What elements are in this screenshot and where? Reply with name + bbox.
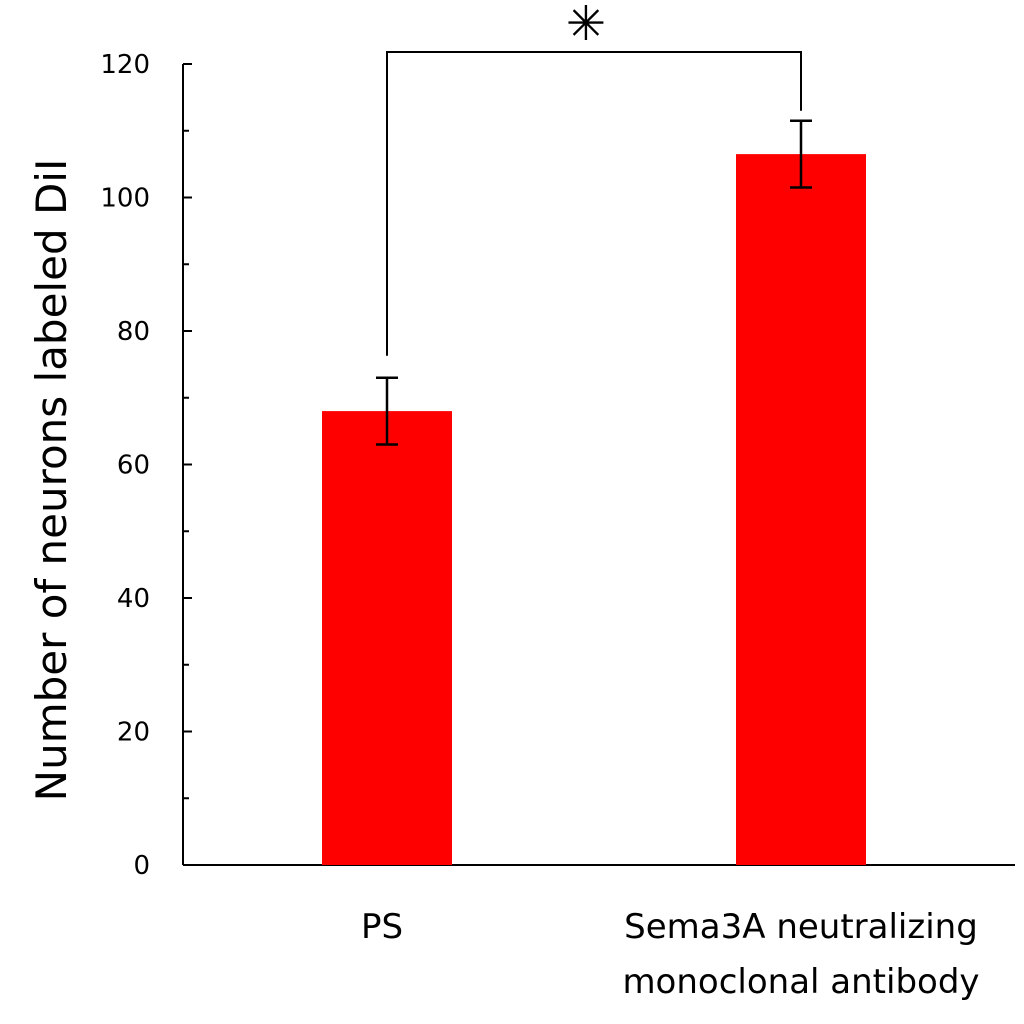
category-labels: PS Sema3A neutralizing monoclonal antibody bbox=[361, 907, 980, 1002]
y-tick-label: 120 bbox=[100, 50, 150, 80]
y-tick-label: 20 bbox=[117, 718, 150, 748]
y-tick-label: 40 bbox=[117, 584, 150, 614]
error-bars bbox=[376, 119, 812, 446]
category-label-1: monoclonal antibody bbox=[622, 962, 979, 1002]
significance-bracket-line bbox=[386, 51, 802, 356]
significance-marker: ✳ bbox=[566, 0, 606, 52]
y-ticks: 0 20 40 60 80 100 120 bbox=[100, 50, 192, 881]
bar-1 bbox=[736, 154, 866, 866]
y-tick-label: 60 bbox=[117, 451, 150, 481]
bars bbox=[322, 154, 866, 866]
significance-bracket: ✳ bbox=[386, 0, 802, 356]
y-tick-label: 0 bbox=[133, 851, 150, 881]
axes bbox=[182, 64, 1015, 866]
category-label-1: Sema3A neutralizing bbox=[624, 907, 978, 947]
category-label-0: PS bbox=[361, 907, 403, 947]
y-tick-label: 80 bbox=[117, 317, 150, 347]
y-axis-label: Number of neurons labeled DiI bbox=[27, 159, 76, 802]
y-tick-label: 100 bbox=[100, 184, 150, 214]
bar-0 bbox=[322, 411, 452, 865]
